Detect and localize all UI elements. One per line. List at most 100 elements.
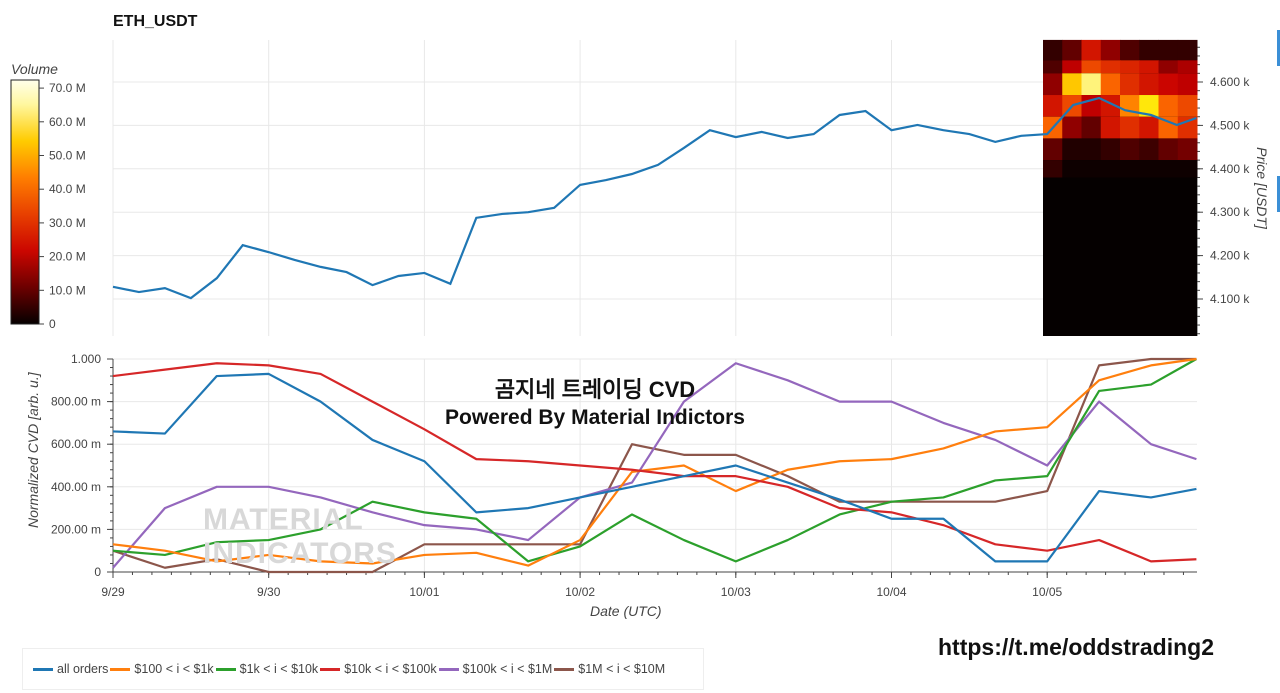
heatmap-cell [1120,39,1140,61]
price-tick-label: 4.300 k [1210,205,1250,219]
x-axis-label: Date (UTC) [590,603,662,619]
date-tick-label: 10/05 [1032,585,1062,599]
heatmap-cell [1120,138,1140,161]
price-tick-label: 4.100 k [1210,292,1250,306]
toolbar-edge-tab-2[interactable] [1277,176,1280,212]
cvd-tick-label: 0 [94,565,101,579]
legend-swatch [110,667,131,671]
heatmap-cell [1043,160,1063,178]
heatmap-cell [1043,60,1063,74]
colorbar-tick-label: 30.0 M [49,216,86,230]
heatmap-cell [1062,160,1082,178]
heatmap-cell [1062,116,1082,139]
date-tick-label: 9/30 [257,585,281,599]
heatmap-cell [1139,95,1159,117]
telegram-link[interactable]: https://t.me/oddstrading2 [938,634,1214,660]
heatmap-cell [1062,60,1082,74]
heatmap-cell [1043,39,1063,61]
legend-item[interactable]: $1k < i < $10k [215,662,319,676]
colorbar-tick-label: 20.0 M [49,250,86,264]
price-tick-label: 4.500 k [1210,118,1250,132]
heatmap-cell [1177,160,1198,178]
colorbar-tick-label: 70.0 M [49,81,86,95]
cvd-tick-label: 600.00 m [51,437,101,451]
heatmap-cell [1139,39,1159,61]
date-tick-label: 10/03 [721,585,751,599]
colorbar [10,79,40,325]
legend-label: $100k < i < $1M [462,662,553,676]
heatmap-cell [1158,73,1179,96]
legend-swatch [438,667,459,671]
heatmap-cell [1177,39,1198,61]
heatmap-cell [1043,95,1063,117]
cvd-line-o100 [112,357,1197,567]
watermark-line1: MATERIAL [203,503,364,536]
heatmap-cell [1062,138,1082,161]
cvd-tick-label: 800.00 m [51,395,101,409]
cvd-tick-label: 1.000 [71,352,101,366]
legend-swatch [33,667,53,671]
date-tick-label: 10/04 [876,585,906,599]
legend-item[interactable]: $100 < i < $1k [110,662,214,676]
overlay-title: 곰지네 트레이딩 CVD [494,377,696,402]
heatmap-cell [1139,73,1159,96]
legend-item[interactable]: all orders [33,662,108,676]
heatmap-cell [1100,73,1121,96]
chart-title: ETH_USDT [113,13,198,30]
heatmap-cell [1081,116,1102,139]
heatmap-cell [1100,116,1121,139]
colorbar-tick-label: 10.0 M [49,283,86,297]
legend-label: $1k < i < $10k [239,662,319,676]
heatmap-cell [1158,160,1179,178]
colorbar-tick-label: 50.0 M [49,149,86,163]
legend-swatch [215,667,236,671]
heatmap-cell [1081,60,1102,74]
heatmap-cell [1081,138,1102,161]
price-tick-label: 4.400 k [1210,162,1250,176]
heatmap-cell [1177,138,1198,161]
heatmap-cell [1158,60,1179,74]
heatmap-cell [1043,138,1063,161]
heatmap-cell [1158,95,1179,117]
cvd-line-o10k [112,362,1197,563]
heatmap-cell [1120,73,1140,96]
legend-swatch [554,667,575,671]
legend-label: $1M < i < $10M [578,662,666,676]
cvd-tick-label: 200.00 m [51,522,101,536]
heatmap-cell [1081,39,1102,61]
colorbar-tick-label: 60.0 M [49,115,86,129]
heatmap-cell [1100,138,1121,161]
legend-item[interactable]: $1M < i < $10M [554,662,665,676]
price-tick-label: 4.600 k [1210,75,1250,89]
heatmap-cell [1158,39,1179,61]
legend-item[interactable]: $10k < i < $100k [320,662,437,676]
heatmap-cell [1177,95,1198,117]
colorbar-title: Volume [11,61,58,77]
overlay-subtitle: Powered By Material Indictors [445,406,745,429]
legend-label: all orders [57,662,109,676]
heatmap-cell [1177,116,1198,139]
price-plot-area [113,40,1197,336]
heatmap-cell [1120,116,1140,139]
heatmap-cell [1100,39,1121,61]
heatmap-cell [1139,138,1159,161]
heatmap-cell [1100,60,1121,74]
heatmap-cell [1081,73,1102,96]
heatmap-cell [1158,116,1179,139]
toolbar-edge-tab[interactable] [1277,30,1280,66]
legend-label: $10k < i < $100k [344,662,437,676]
legend-label: $100 < i < $1k [134,662,214,676]
watermark-logo: MATERIAL INDICATORS [203,503,397,571]
colorbar-tick-label: 0 [49,317,56,331]
price-axis-label: Price [USDT] [1254,147,1270,229]
date-tick-label: 10/01 [409,585,439,599]
heatmap-cell [1120,60,1140,74]
cvd-line-o1m [112,357,1197,574]
heatmap-cell [1139,160,1159,178]
cvd-line-o100k [112,362,1197,569]
legend-swatch [320,667,341,671]
heatmap-cell [1081,160,1102,178]
legend-item[interactable]: $100k < i < $1M [438,662,553,676]
heatmap-cell [1177,73,1198,96]
